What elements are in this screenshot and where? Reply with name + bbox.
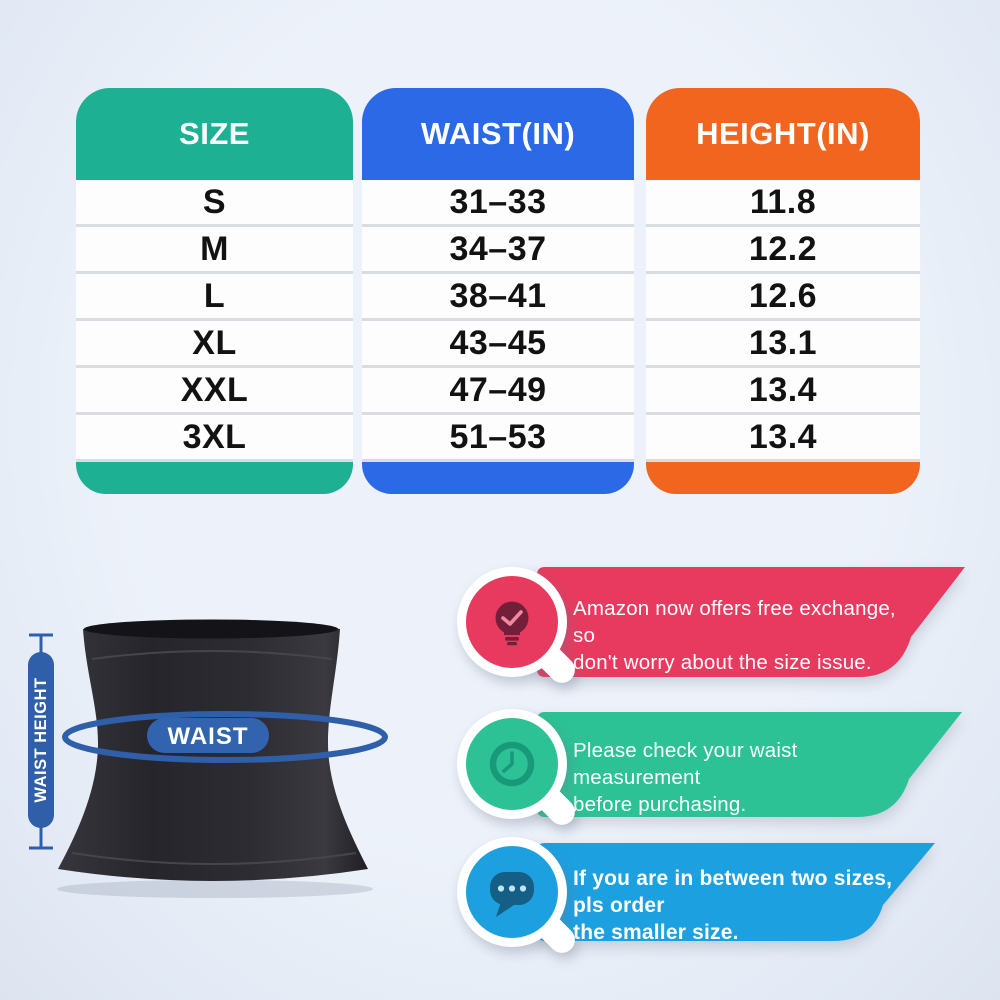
table-cell-height: 13.4 — [646, 368, 920, 415]
height-label: WAIST HEIGHT — [32, 677, 50, 802]
column-height: HEIGHT(IN) 11.8 12.2 12.6 13.1 13.4 13.4 — [646, 88, 920, 494]
garment-opening — [84, 619, 338, 639]
callout-line: don't worry about the size issue. — [573, 651, 872, 674]
column-header-height-label: HEIGHT(IN) — [696, 116, 870, 151]
column-header-size: SIZE — [76, 88, 353, 180]
callout-text: Please check your waist measurement befo… — [573, 737, 918, 818]
table-cell-size: M — [76, 227, 353, 274]
stitch-line-top — [91, 650, 333, 660]
table-cell-size: 3XL — [76, 415, 353, 462]
waist-trainer-illustration: WAIST WAIST HEIGHT — [28, 619, 388, 898]
column-footer-size — [76, 462, 353, 494]
callout-badge — [457, 837, 575, 953]
table-cell-height: 12.2 — [646, 227, 920, 274]
callout-line: before purchasing. — [573, 793, 747, 816]
callout-banner — [537, 843, 935, 941]
waist-label: WAIST — [168, 723, 249, 750]
table-cell-height: 13.1 — [646, 321, 920, 368]
callout-text: If you are in between two sizes, pls ord… — [573, 865, 918, 946]
table-cell-waist: 31–33 — [362, 180, 634, 227]
table-cell-waist: 38–41 — [362, 274, 634, 321]
column-footer-waist — [362, 462, 634, 494]
table-cell-size: L — [76, 274, 353, 321]
column-header-waist: WAIST(IN) — [362, 88, 634, 180]
callout-banner — [537, 567, 965, 677]
chat-dots-icon — [490, 872, 534, 917]
table-cell-size: XXL — [76, 368, 353, 415]
table-cell-waist: 47–49 — [362, 368, 634, 415]
stitch-line-bottom — [71, 852, 357, 865]
callout-between-sizes: If you are in between two sizes, pls ord… — [455, 837, 1000, 978]
column-header-waist-label: WAIST(IN) — [420, 116, 576, 151]
table-cell-height: 13.4 — [646, 415, 920, 462]
table-cell-height: 11.8 — [646, 180, 920, 227]
table-cell-size: S — [76, 180, 353, 227]
callout-badge — [457, 709, 575, 825]
callout-badge — [457, 567, 575, 683]
column-header-size-label: SIZE — [179, 116, 250, 151]
table-cell-waist: 43–45 — [362, 321, 634, 368]
garment-shadow — [57, 880, 373, 898]
clock-icon — [489, 741, 535, 787]
height-label-pill: WAIST HEIGHT — [28, 652, 54, 828]
waist-measure-ellipse — [62, 711, 388, 763]
table-cell-waist: 34–37 — [362, 227, 634, 274]
column-header-height: HEIGHT(IN) — [646, 88, 920, 180]
callout-line: If you are in between two sizes, pls ord… — [573, 867, 893, 917]
table-cell-size: XL — [76, 321, 353, 368]
table-cell-height: 12.6 — [646, 274, 920, 321]
column-waist: WAIST(IN) 31–33 34–37 38–41 43–45 47–49 … — [362, 88, 634, 494]
table-cell-waist: 51–53 — [362, 415, 634, 462]
callout-line: Amazon now offers free exchange, so — [573, 597, 896, 647]
callout-check-measurement: Please check your waist measurement befo… — [455, 709, 1000, 847]
callout-line: the smaller size. — [573, 921, 739, 944]
lightbulb-check-icon — [495, 601, 529, 646]
callout-text: Amazon now offers free exchange, so don'… — [573, 595, 918, 676]
column-footer-height — [646, 462, 920, 494]
callout-free-exchange: Amazon now offers free exchange, so don'… — [455, 567, 1000, 702]
size-chart-table: SIZE S M L XL XXL 3XL WAIST(IN) 31–33 34… — [76, 88, 920, 494]
waist-label-pill: WAIST — [147, 718, 269, 753]
column-size: SIZE S M L XL XXL 3XL — [76, 88, 353, 494]
callout-line: Please check your waist measurement — [573, 739, 798, 789]
callout-banner — [537, 712, 962, 817]
